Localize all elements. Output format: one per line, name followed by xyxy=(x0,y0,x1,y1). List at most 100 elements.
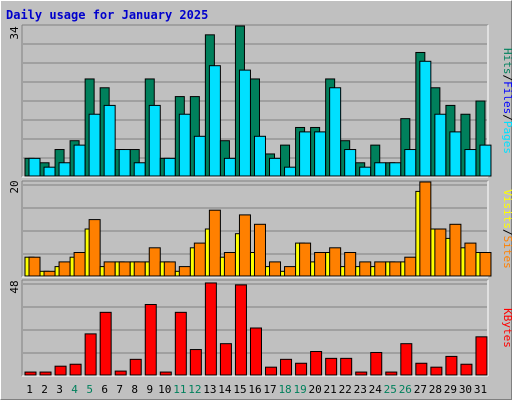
x-tick-label: 29 xyxy=(444,383,457,396)
x-tick-labels: 1 2 3 4 5 6 7 8 9 10 11 12 13 14 15 16 17 18 19 20 21 22 23 24 2… xyxy=(26,383,487,396)
legend-text: Files xyxy=(501,81,512,114)
pages-bar xyxy=(133,162,146,177)
sites-bar xyxy=(329,247,342,277)
kbytes-bar xyxy=(370,351,383,376)
pages-bar xyxy=(329,87,342,177)
legend-text: Hits xyxy=(501,48,512,75)
x-tick-label: 28 xyxy=(429,383,442,396)
kbytes-bar xyxy=(24,371,37,376)
x-tick-label: 1 xyxy=(26,383,33,396)
legend-text: Pages xyxy=(501,121,512,154)
legend-text: / xyxy=(501,75,512,82)
kbytes-bar xyxy=(295,362,308,376)
sites-bar xyxy=(389,261,402,277)
sites-bar xyxy=(464,242,477,277)
pages-bar xyxy=(284,166,297,177)
kbytes-bar xyxy=(219,343,232,376)
kbytes-bar xyxy=(340,357,353,376)
kbytes-bar xyxy=(280,358,293,376)
sites-bar xyxy=(284,266,297,277)
y-max-label: 48 xyxy=(8,280,21,293)
chart-panels xyxy=(21,24,492,377)
pages-bar xyxy=(374,162,387,177)
pages-bar xyxy=(269,157,282,177)
kbytes-bar xyxy=(84,333,97,376)
sites-bar xyxy=(269,261,282,277)
kbytes-bar xyxy=(159,371,172,376)
pages-bar xyxy=(28,157,41,177)
pages-bar xyxy=(299,131,312,177)
x-tick-label: 15 xyxy=(233,383,246,396)
x-tick-label: 24 xyxy=(369,383,383,396)
x-tick-label: 16 xyxy=(248,383,261,396)
x-tick-label: 11 xyxy=(173,383,186,396)
x-tick-label: 30 xyxy=(459,383,472,396)
x-tick-label: 9 xyxy=(146,383,153,396)
kbytes-bar xyxy=(99,311,112,376)
pages-bar xyxy=(178,113,191,177)
kbytes-bar xyxy=(189,349,202,376)
kbytes-bar xyxy=(475,336,488,376)
panel-kbytes xyxy=(21,279,489,377)
sites-bar xyxy=(28,256,41,277)
y-max-label: 20 xyxy=(8,180,21,193)
pages-bar xyxy=(449,131,462,177)
kbytes-bar xyxy=(265,366,278,376)
kbytes-bar xyxy=(69,363,82,376)
panel-hits-files-pages xyxy=(21,24,492,178)
kbytes-bar xyxy=(445,355,458,376)
sites-bar xyxy=(253,223,266,277)
x-tick-label: 25 xyxy=(384,383,397,396)
x-tick-label: 5 xyxy=(86,383,93,396)
x-tick-label: 23 xyxy=(354,383,367,396)
x-tick-label: 12 xyxy=(188,383,201,396)
x-tick-label: 2 xyxy=(41,383,48,396)
kbytes-bar xyxy=(325,357,338,376)
kbytes-bar xyxy=(400,343,413,376)
sites-bar xyxy=(479,252,492,277)
kbytes-bar xyxy=(144,304,157,376)
sites-bar xyxy=(88,219,101,277)
chart-title: Daily usage for January 2025 xyxy=(6,8,209,22)
x-tick-label: 19 xyxy=(293,383,306,396)
x-tick-label: 4 xyxy=(71,383,78,396)
sites-bar xyxy=(223,252,236,277)
sites-bar xyxy=(73,252,86,277)
pages-bar xyxy=(359,166,372,177)
pages-bar xyxy=(389,162,402,177)
pages-bar xyxy=(464,149,477,177)
pages-bar xyxy=(193,135,206,177)
x-tick-label: 3 xyxy=(56,383,63,396)
x-tick-label: 6 xyxy=(101,383,108,396)
pages-bar xyxy=(88,113,101,177)
kbytes-bar xyxy=(204,282,217,376)
x-tick-label: 17 xyxy=(263,383,276,396)
x-tick-label: 8 xyxy=(131,383,138,396)
x-tick-label: 27 xyxy=(414,383,427,396)
x-tick-label: 26 xyxy=(399,383,412,396)
pages-bar xyxy=(238,69,251,177)
kbytes-bar xyxy=(430,366,443,376)
sites-bar xyxy=(359,261,372,277)
pages-bar xyxy=(103,104,116,177)
sites-bar xyxy=(43,270,56,277)
sites-bar xyxy=(344,252,357,277)
sites-bar xyxy=(299,242,312,277)
pages-bar xyxy=(479,144,492,177)
kbytes-bar xyxy=(234,284,247,376)
pages-bar xyxy=(314,131,327,177)
kbytes-bar xyxy=(54,365,67,376)
kbytes-bar xyxy=(415,362,428,376)
kbytes-bar xyxy=(174,311,187,376)
sites-bar xyxy=(238,214,251,277)
x-tick-label: 22 xyxy=(339,383,352,396)
kbytes-bar xyxy=(114,370,127,376)
sites-bar xyxy=(404,256,417,277)
x-tick-label: 20 xyxy=(309,383,322,396)
panel-sites-visits xyxy=(21,180,492,278)
legend-text: Visits xyxy=(501,189,512,229)
sites-bar xyxy=(58,261,71,277)
series-legend: Hits/Files/Pages xyxy=(501,48,512,154)
